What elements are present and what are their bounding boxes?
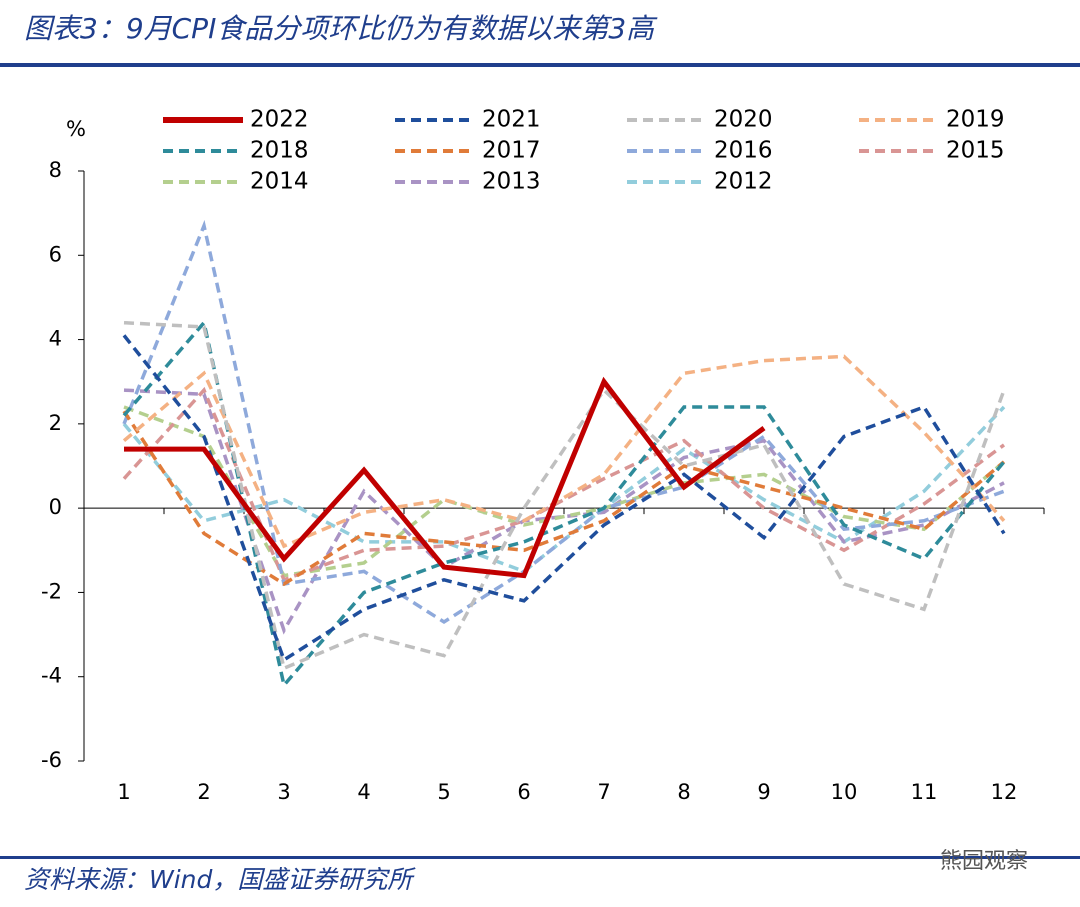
x-tick-label: 4 <box>357 780 370 804</box>
source: 资料来源：Wind，国盛证券研究所 <box>24 865 416 894</box>
y-tick-label: -6 <box>41 748 62 772</box>
x-tick-label: 10 <box>831 780 858 804</box>
legend-label: 2013 <box>482 169 541 195</box>
series-line <box>122 219 1005 624</box>
x-tick-label: 8 <box>677 780 690 804</box>
x-tick-label: 6 <box>517 780 530 804</box>
y-tick-label: 2 <box>49 411 62 435</box>
footer-rule <box>0 856 1080 859</box>
x-tick-label: 11 <box>911 780 938 804</box>
y-tick-label: -4 <box>41 664 62 688</box>
legend-label: 2015 <box>946 138 1005 164</box>
legend-label: 2014 <box>250 169 309 195</box>
series-line <box>122 354 1006 549</box>
chart-title: 图表3：9月CPI食品分项环比仍为有数据以来第3高 <box>24 12 658 45</box>
x-tick-label: 5 <box>437 780 450 804</box>
y-unit: % <box>66 117 86 141</box>
watermark: 熊园观察 <box>940 849 1028 874</box>
series-line <box>123 405 1006 578</box>
y-tick-label: -2 <box>41 579 62 603</box>
x-tick-label: 2 <box>197 780 210 804</box>
x-tick-label: 9 <box>757 780 770 804</box>
y-tick-label: 4 <box>49 327 62 351</box>
title-rule <box>0 63 1080 67</box>
legend-label: 2017 <box>482 138 541 164</box>
series-line <box>122 318 1006 689</box>
series-line <box>122 386 1006 583</box>
x-tick-label: 3 <box>277 780 290 804</box>
series-line <box>122 334 1006 663</box>
legend-label: 2022 <box>250 107 309 133</box>
y-tick-label: 6 <box>49 242 62 266</box>
x-tick-label: 7 <box>597 780 610 804</box>
x-tick-label: 1 <box>117 780 130 804</box>
legend-label: 2012 <box>714 169 773 195</box>
legend-label: 2018 <box>250 138 309 164</box>
series-line <box>122 410 1006 587</box>
series-line <box>123 388 1005 635</box>
series-line <box>124 376 766 579</box>
legend-label: 2016 <box>714 138 773 164</box>
y-tick-label: 8 <box>49 158 62 182</box>
legend-label: 2020 <box>714 107 773 133</box>
series-line <box>123 320 1006 671</box>
x-tick-label: 12 <box>991 780 1018 804</box>
y-tick-label: 0 <box>49 495 62 519</box>
legend-label: 2021 <box>482 107 541 133</box>
legend-label: 2019 <box>946 107 1005 133</box>
